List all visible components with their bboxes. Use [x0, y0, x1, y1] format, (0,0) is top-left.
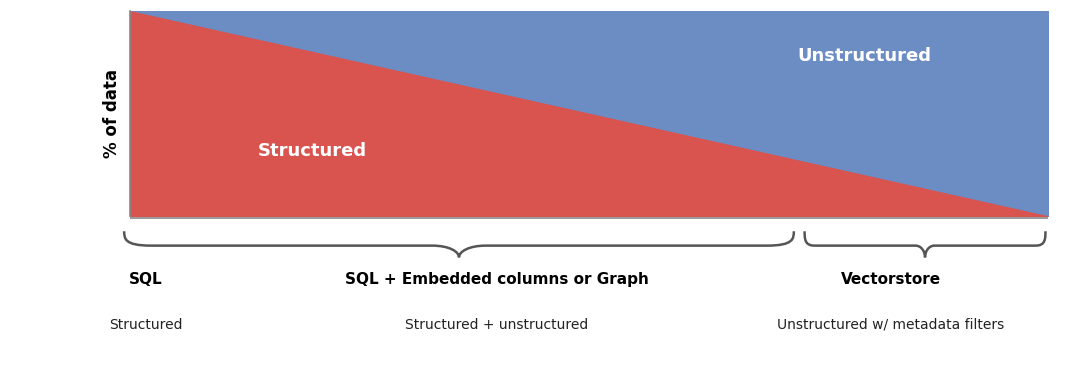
Text: Structured: Structured — [258, 142, 367, 160]
Text: Unstructured w/ metadata filters: Unstructured w/ metadata filters — [778, 317, 1004, 332]
Text: Structured: Structured — [109, 317, 183, 332]
Text: SQL: SQL — [129, 272, 163, 287]
Text: Unstructured: Unstructured — [797, 47, 931, 65]
Text: Vectorstore: Vectorstore — [841, 272, 941, 287]
Y-axis label: % of data: % of data — [104, 69, 121, 158]
Text: SQL + Embedded columns or Graph: SQL + Embedded columns or Graph — [345, 272, 649, 287]
Text: Structured + unstructured: Structured + unstructured — [405, 317, 589, 332]
